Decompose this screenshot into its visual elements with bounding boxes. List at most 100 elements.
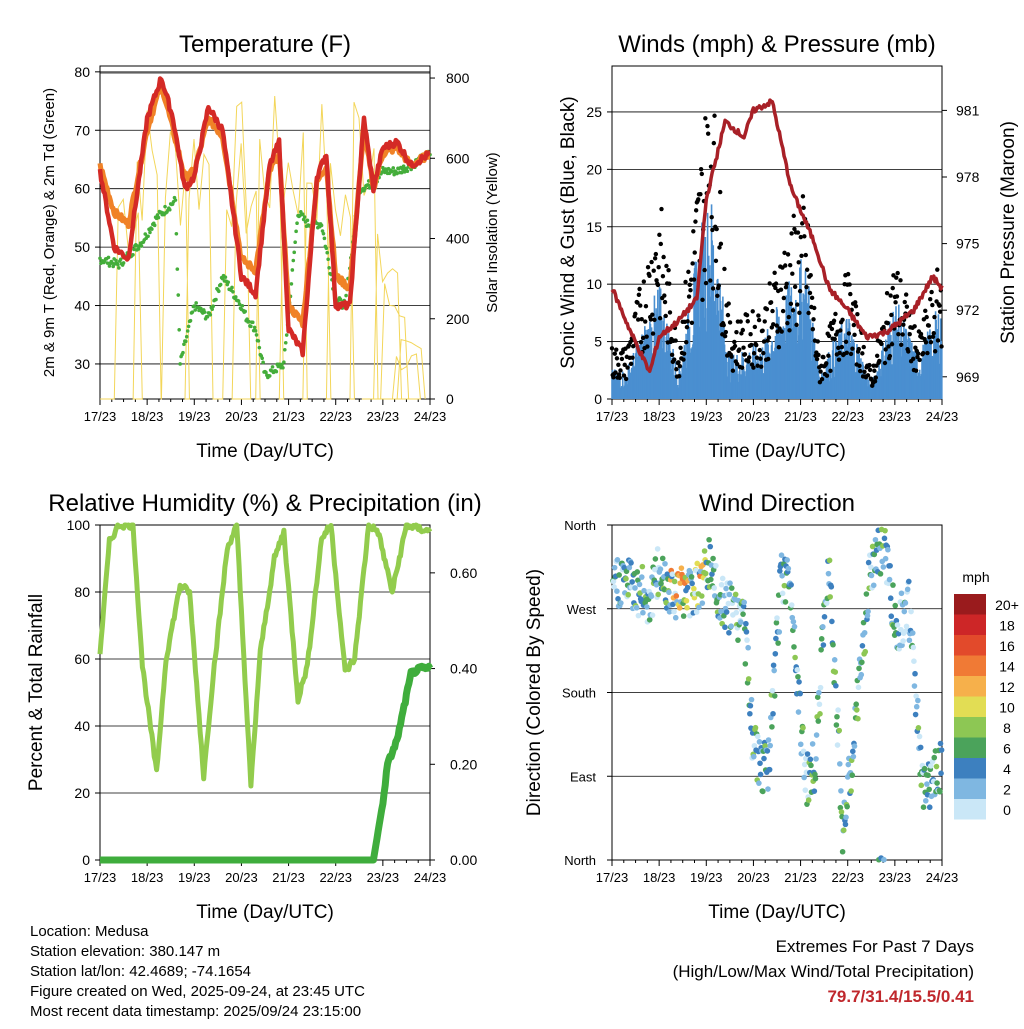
- gust-point: [798, 234, 804, 240]
- dewpoint-point: [199, 306, 203, 311]
- direction-point: [805, 797, 812, 803]
- direction-point: [814, 694, 821, 700]
- direction-point: [833, 722, 840, 728]
- gust-point: [890, 285, 895, 291]
- direction-point: [632, 585, 638, 591]
- gust-point: [648, 317, 654, 322]
- direction-point: [748, 696, 755, 703]
- direction-point: [894, 622, 901, 628]
- gust-point: [639, 316, 644, 322]
- direction-point: [652, 556, 659, 562]
- gust-point: [621, 373, 627, 378]
- direction-point: [908, 608, 914, 615]
- direction-point: [850, 748, 856, 755]
- humidity-xtick-label: 21/23: [272, 870, 305, 885]
- gust-point: [739, 365, 745, 370]
- gust-point: [612, 351, 618, 356]
- gust-point: [792, 226, 797, 232]
- colorbar-label: 4: [1003, 761, 1011, 777]
- winds-y2label: Station Pressure (Maroon): [998, 121, 1019, 344]
- gust-point: [759, 364, 764, 369]
- gust-point: [667, 310, 673, 315]
- gust-point: [714, 226, 719, 232]
- direction-point: [767, 742, 774, 749]
- gust-point: [799, 253, 804, 258]
- direction-point: [765, 737, 772, 743]
- direction-point: [655, 591, 661, 598]
- direction-point: [781, 582, 788, 589]
- direction-point: [680, 613, 687, 619]
- gust-point: [616, 372, 622, 377]
- gust-point: [918, 331, 924, 337]
- gust-point: [821, 354, 826, 360]
- gust-point: [739, 331, 744, 336]
- direction-point: [807, 756, 814, 763]
- direction-point: [688, 574, 695, 580]
- colorbar-label: 18: [999, 618, 1015, 634]
- gust-point: [811, 317, 816, 322]
- gust-point: [824, 373, 830, 378]
- gust-point: [767, 281, 772, 286]
- dewpoint-point: [402, 170, 407, 174]
- gust-point: [768, 300, 774, 305]
- direction-point: [827, 594, 833, 600]
- gust-point: [832, 336, 837, 342]
- gust-point: [781, 295, 787, 301]
- gust-point: [901, 322, 906, 327]
- direction-point: [813, 732, 820, 738]
- gust-point: [855, 311, 860, 317]
- station-location: Location: Medusa: [30, 923, 149, 940]
- humidity-y2tick-label: 0.20: [450, 756, 477, 772]
- dewpoint-point: [174, 231, 179, 236]
- gust-point: [686, 294, 692, 299]
- gust-point: [853, 300, 858, 305]
- gust-point: [872, 368, 877, 373]
- gust-point: [819, 377, 825, 382]
- direction-point: [761, 755, 767, 762]
- gust-point: [867, 362, 872, 368]
- direction-point: [640, 609, 646, 616]
- gust-point: [705, 123, 710, 129]
- direction-point: [776, 629, 783, 635]
- dewpoint-point: [283, 340, 288, 345]
- colorbar-swatch: [954, 635, 986, 656]
- humidity-xtick-label: 18/23: [131, 870, 164, 885]
- direction-point: [636, 581, 643, 588]
- direction-point: [671, 608, 677, 615]
- direction-point: [696, 604, 702, 611]
- temp-2m-line: [97, 76, 432, 358]
- extremes-title: Extremes For Past 7 Days: [775, 937, 974, 956]
- direction-point: [803, 755, 809, 762]
- gust-point: [638, 339, 644, 345]
- gust-point: [672, 357, 677, 362]
- temperature-xtick-label: 22/23: [319, 409, 352, 424]
- gust-point: [622, 362, 627, 368]
- direction-point: [901, 608, 908, 615]
- gust-point: [710, 286, 716, 291]
- gust-point: [756, 317, 762, 323]
- colorbar-swatch: [954, 696, 986, 717]
- gust-point: [779, 329, 784, 334]
- direction-point: [693, 609, 700, 615]
- temperature-y2tick-label: 400: [446, 231, 470, 247]
- direction-point: [795, 709, 802, 715]
- winds-ylabel: Sonic Wind & Gust (Blue, Black): [558, 96, 579, 368]
- direction-point: [868, 564, 874, 571]
- direction-point: [909, 630, 916, 636]
- gust-point: [686, 269, 691, 275]
- gust-point: [923, 340, 929, 345]
- dewpoint-point: [188, 318, 193, 323]
- direction-point: [934, 780, 940, 786]
- dewpoint-point: [392, 172, 396, 177]
- winds-y2tick-label: 972: [956, 302, 980, 318]
- colorbar-label: 0: [1003, 802, 1011, 818]
- gust-point: [636, 292, 642, 297]
- dewpoint-point: [217, 289, 221, 294]
- dewpoint-point: [327, 266, 331, 270]
- direction-point: [870, 582, 877, 589]
- gust-point: [730, 368, 736, 373]
- gust-point: [713, 258, 719, 264]
- direction-point: [649, 612, 656, 618]
- direction-point: [683, 598, 690, 604]
- gust-point: [791, 213, 796, 219]
